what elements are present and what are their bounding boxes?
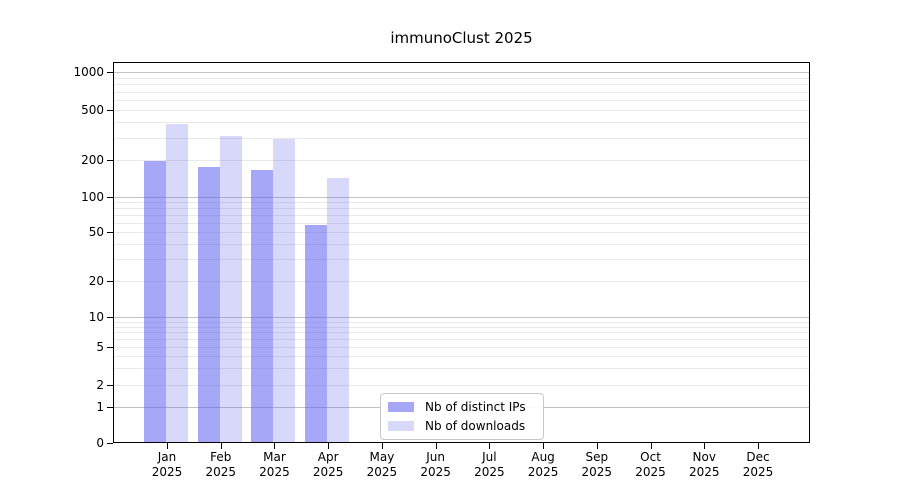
gridline-y-2: [114, 385, 809, 386]
gridline-y-9: [114, 321, 809, 323]
bar-downloads-feb: [219, 136, 242, 442]
gridline-y-6: [114, 339, 809, 341]
ytick-mark-5: [107, 347, 113, 348]
bar-distinct-ips-mar: [251, 170, 274, 442]
ytick-label-0: 0: [96, 436, 104, 450]
xtick-label-apr: Apr 2025: [312, 450, 344, 479]
ytick-label-5: 5: [96, 340, 104, 354]
bar-downloads-jan: [166, 123, 188, 442]
xtick-label-oct: Oct 2025: [635, 450, 666, 479]
gridline-y-700: [114, 91, 809, 93]
xtick-mark-dec: [757, 443, 759, 449]
gridline-y-200: [114, 160, 809, 161]
ytick-mark-1000: [107, 72, 113, 73]
xtick-label-dec: Dec 2025: [742, 450, 774, 479]
ytick-label-50: 50: [88, 225, 104, 239]
gridline-y-900: [114, 77, 809, 79]
gridline-y-40: [114, 243, 809, 245]
ytick-mark-0: [107, 443, 113, 444]
xtick-label-jan: Jan 2025: [151, 450, 183, 479]
gridline-y-8: [114, 326, 809, 328]
ytick-label-10: 10: [88, 310, 104, 324]
xtick-label-jun: Jun 2025: [420, 450, 451, 479]
gridline-y-4: [114, 356, 809, 358]
bar-distinct-ips-feb: [197, 167, 220, 442]
ytick-mark-2: [107, 385, 113, 386]
xtick-mark-mar: [274, 443, 276, 449]
xtick-mark-sep: [596, 443, 598, 449]
gridline-y-1000: [114, 72, 809, 73]
gridline-y-10: [114, 317, 809, 318]
gridline-y-30: [114, 259, 809, 261]
xtick-label-mar: Mar 2025: [259, 450, 290, 479]
gridline-y-70: [114, 215, 809, 216]
legend-swatch-downloads: [388, 421, 414, 431]
gridline-y-100: [114, 197, 809, 198]
ytick-mark-100: [107, 197, 113, 198]
ytick-label-1: 1: [96, 400, 104, 414]
xtick-mark-may: [381, 443, 383, 449]
xtick-mark-apr: [328, 443, 330, 449]
gridline-y-5: [114, 347, 809, 348]
xtick-mark-nov: [704, 443, 706, 449]
ytick-mark-20: [107, 281, 113, 282]
gridline-y-80: [114, 208, 809, 210]
plot-area: [113, 62, 810, 443]
gridline-y-20: [114, 281, 809, 282]
xtick-label-may: May 2025: [366, 450, 398, 479]
legend-row-downloads: Nb of downloads: [388, 419, 535, 433]
gridline-y-60: [114, 222, 809, 224]
ytick-label-20: 20: [88, 274, 104, 288]
ytick-mark-10: [107, 317, 113, 318]
gridline-y-300: [114, 137, 809, 139]
legend-swatch-distinct-ips: [388, 402, 414, 412]
xtick-label-jul: Jul 2025: [474, 450, 505, 479]
ytick-mark-500: [107, 110, 113, 111]
chart-title: immunoClust 2025: [390, 29, 533, 47]
ytick-label-100: 100: [81, 190, 104, 204]
xtick-mark-jun: [435, 443, 437, 449]
xtick-label-aug: Aug 2025: [527, 450, 559, 479]
legend: Nb of distinct IPs Nb of downloads: [380, 393, 544, 440]
gridline-y-50: [114, 232, 809, 233]
xtick-mark-oct: [650, 443, 652, 449]
xtick-label-nov: Nov 2025: [688, 450, 720, 479]
gridline-y-400: [114, 122, 809, 124]
xtick-mark-jan: [167, 443, 168, 449]
ytick-label-1000: 1000: [73, 65, 104, 79]
bar-downloads-apr: [327, 177, 350, 442]
gridline-y-3: [114, 368, 809, 370]
gridline-y-500: [114, 110, 809, 111]
legend-label-distinct-ips: Nb of distinct IPs: [425, 400, 526, 414]
ytick-label-2: 2: [96, 378, 104, 392]
ytick-label-500: 500: [81, 103, 104, 117]
bar-downloads-mar: [273, 138, 296, 442]
gridline-y-800: [114, 84, 809, 86]
xtick-mark-jul: [489, 443, 491, 449]
bar-distinct-ips-apr: [305, 225, 328, 442]
bar-distinct-ips-jan: [144, 161, 166, 442]
xtick-label-feb: Feb 2025: [205, 450, 236, 479]
ytick-label-200: 200: [81, 153, 104, 167]
ytick-mark-50: [107, 232, 113, 233]
ytick-mark-1: [107, 407, 113, 408]
ytick-mark-200: [107, 160, 113, 161]
legend-label-downloads: Nb of downloads: [425, 419, 526, 433]
xtick-mark-aug: [543, 443, 545, 449]
gridline-y-7: [114, 332, 809, 334]
gridline-y-600: [114, 100, 809, 101]
xtick-mark-feb: [220, 443, 222, 449]
gridline-y-90: [114, 202, 809, 204]
xtick-label-sep: Sep 2025: [581, 450, 613, 479]
legend-row-distinct-ips: Nb of distinct IPs: [388, 400, 535, 414]
